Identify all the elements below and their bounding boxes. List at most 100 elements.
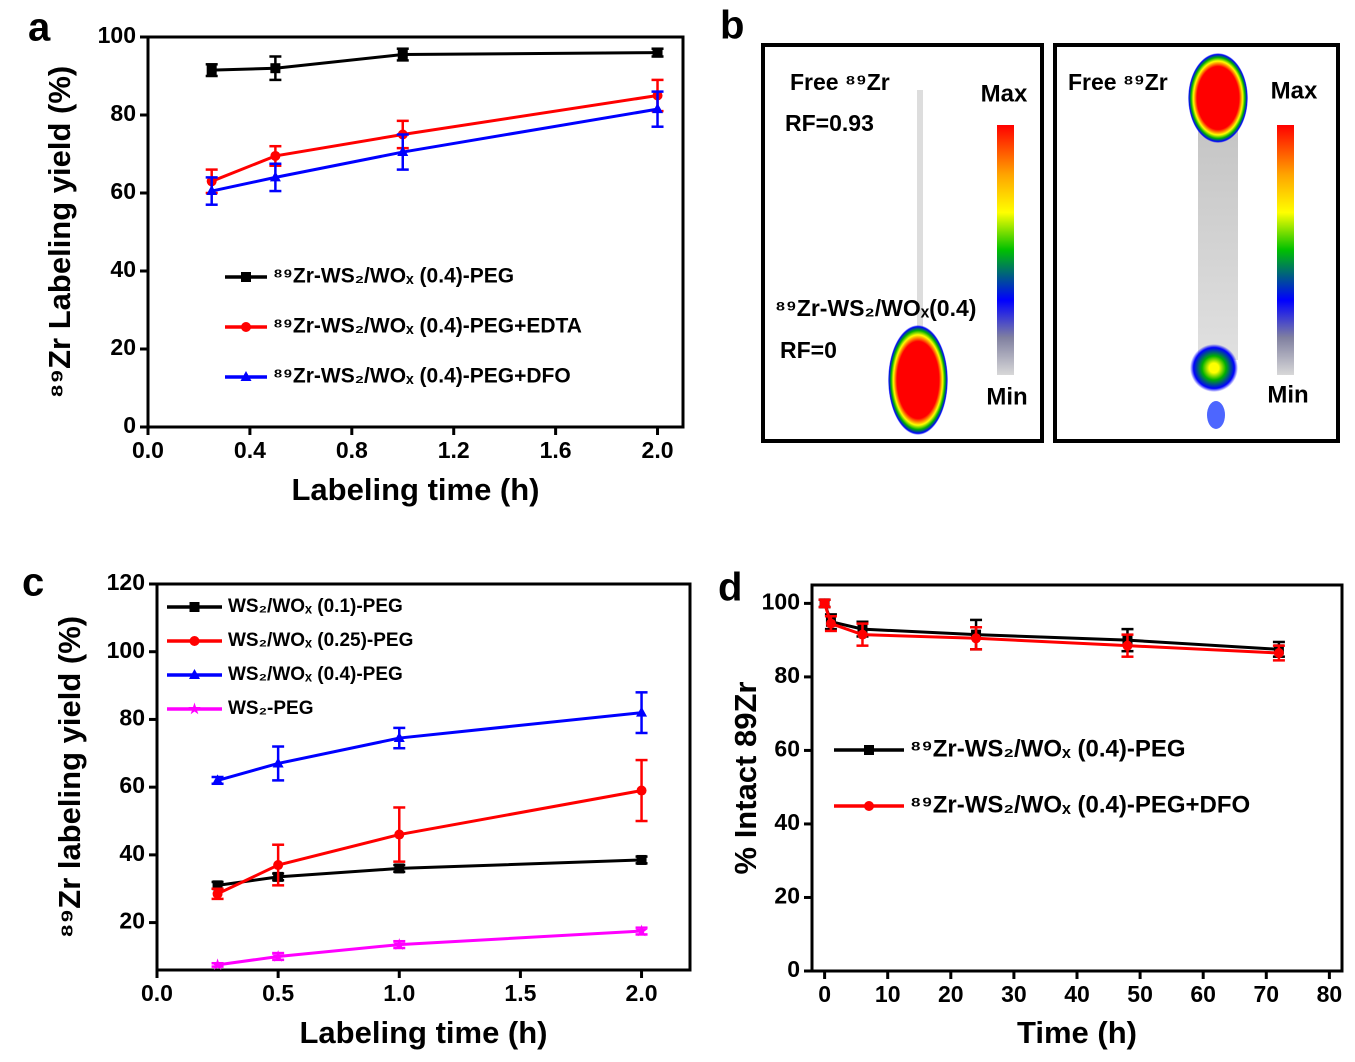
y-tick-label: 60: [110, 178, 136, 204]
legend-label: ⁸⁹Zr-WS₂/WOₓ (0.4)-PEG+DFO: [910, 791, 1250, 818]
x-tick-label: 50: [1127, 981, 1153, 1007]
x-tick-label: 0.8: [336, 437, 368, 463]
y-tick-label: 40: [110, 256, 136, 282]
legend-label: ⁸⁹Zr-WS₂/WOₓ (0.4)-PEG: [273, 265, 514, 288]
marker: [241, 322, 251, 332]
figure: b Free ⁸⁹Zr RF=0.93 ⁸⁹Zr-WS₂/WOₓ(0.4) RF…: [0, 0, 1355, 1057]
y-tick-label: 100: [762, 588, 800, 614]
panel-label: a: [28, 6, 51, 50]
x-tick-label: 0.5: [262, 980, 294, 1006]
marker: [213, 889, 223, 899]
tlc-spot: [1207, 401, 1225, 429]
x-axis-label: Labeling time (h): [300, 1015, 548, 1050]
marker: [820, 598, 830, 608]
x-tick-label: 2.0: [642, 437, 674, 463]
marker: [864, 745, 874, 755]
marker: [857, 630, 867, 640]
x-tick-label: 1.0: [383, 980, 415, 1006]
y-tick-label: 100: [98, 22, 136, 48]
x-tick-label: 1.6: [540, 437, 572, 463]
y-axis-label: ⁸⁹Zr Labeling yield (%): [42, 66, 77, 399]
marker: [207, 65, 217, 75]
x-tick-label: 1.2: [438, 437, 470, 463]
y-tick-label: 80: [110, 100, 136, 126]
x-tick-label: 40: [1064, 981, 1090, 1007]
marker: [394, 863, 404, 873]
marker: [270, 151, 280, 161]
x-tick-label: 30: [1001, 981, 1027, 1007]
marker: [637, 786, 647, 796]
tlc-smear: [917, 90, 923, 330]
marker: [190, 636, 200, 646]
marker: [971, 633, 981, 643]
legend-label: WS₂/WOₓ (0.25)-PEG: [228, 630, 413, 651]
x-tick-label: 1.5: [504, 980, 536, 1006]
marker: [1274, 648, 1284, 658]
marker: [864, 801, 874, 811]
y-tick-label: 40: [774, 809, 800, 835]
label: Free ⁸⁹Zr: [790, 69, 890, 95]
label: Max: [1271, 77, 1318, 104]
y-tick-label: 0: [787, 956, 800, 982]
panel-b: b Free ⁸⁹Zr RF=0.93 ⁸⁹Zr-WS₂/WOₓ(0.4) RF…: [720, 4, 1338, 441]
marker: [653, 48, 663, 58]
y-tick-label: 60: [119, 772, 145, 798]
x-tick-label: 80: [1317, 981, 1343, 1007]
tlc-spot: [1190, 344, 1238, 392]
y-tick-label: 120: [107, 569, 145, 595]
y-tick-label: 40: [119, 840, 145, 866]
x-tick-label: 0.4: [234, 437, 266, 463]
label: ⁸⁹Zr-WS₂/WOₓ(0.4): [775, 295, 976, 321]
marker: [394, 830, 404, 840]
y-tick-label: 0: [123, 412, 136, 438]
y-axis-label: % Intact 89Zr: [728, 682, 763, 875]
x-axis-label: Time (h): [1017, 1015, 1137, 1050]
legend-label: WS₂/WOₓ (0.1)-PEG: [228, 596, 403, 617]
panel-label: b: [720, 4, 744, 48]
legend-label: WS₂-PEG: [228, 698, 314, 719]
x-tick-label: 2.0: [626, 980, 658, 1006]
label: RF=0: [780, 337, 837, 363]
marker: [826, 619, 836, 629]
color-bar: [997, 125, 1014, 375]
x-tick-label: 0: [818, 981, 831, 1007]
legend-label: ⁸⁹Zr-WS₂/WOₓ (0.4)-PEG+EDTA: [273, 315, 582, 338]
y-tick-label: 80: [774, 662, 800, 688]
tlc-spot: [888, 325, 948, 435]
panel-label: d: [718, 566, 742, 610]
panel-label: c: [22, 561, 44, 605]
x-tick-label: 20: [938, 981, 964, 1007]
marker: [1122, 641, 1132, 651]
label: Min: [986, 383, 1027, 410]
y-tick-label: 80: [119, 705, 145, 731]
marker: [270, 63, 280, 73]
x-tick-label: 60: [1190, 981, 1216, 1007]
x-tick-label: 70: [1253, 981, 1279, 1007]
legend-label: ⁸⁹Zr-WS₂/WOₓ (0.4)-PEG+DFO: [273, 365, 571, 388]
legend-label: ⁸⁹Zr-WS₂/WOₓ (0.4)-PEG: [910, 735, 1186, 762]
y-tick-label: 20: [119, 908, 145, 934]
y-axis-label: ⁸⁹Zr labeling yield (%): [52, 616, 87, 938]
marker: [652, 103, 663, 113]
series-line: [212, 96, 658, 182]
legend-label: WS₂/WOₓ (0.4)-PEG: [228, 664, 403, 685]
label: RF=0.93: [785, 110, 874, 136]
x-axis-label: Labeling time (h): [292, 472, 540, 507]
tlc-spot: [1188, 53, 1248, 143]
y-tick-label: 60: [774, 736, 800, 762]
y-tick-label: 100: [107, 637, 145, 663]
marker: [190, 602, 200, 612]
y-tick-label: 20: [110, 334, 136, 360]
marker: [398, 50, 408, 60]
x-tick-label: 0.0: [141, 980, 173, 1006]
marker: [241, 272, 251, 282]
label: Min: [1267, 381, 1308, 408]
x-tick-label: 0.0: [132, 437, 164, 463]
color-bar: [1277, 125, 1294, 375]
label: Free ⁸⁹Zr: [1068, 69, 1168, 95]
marker: [273, 860, 283, 870]
y-tick-label: 20: [774, 883, 800, 909]
label: Max: [981, 80, 1028, 107]
x-tick-label: 10: [875, 981, 901, 1007]
marker: [637, 855, 647, 865]
